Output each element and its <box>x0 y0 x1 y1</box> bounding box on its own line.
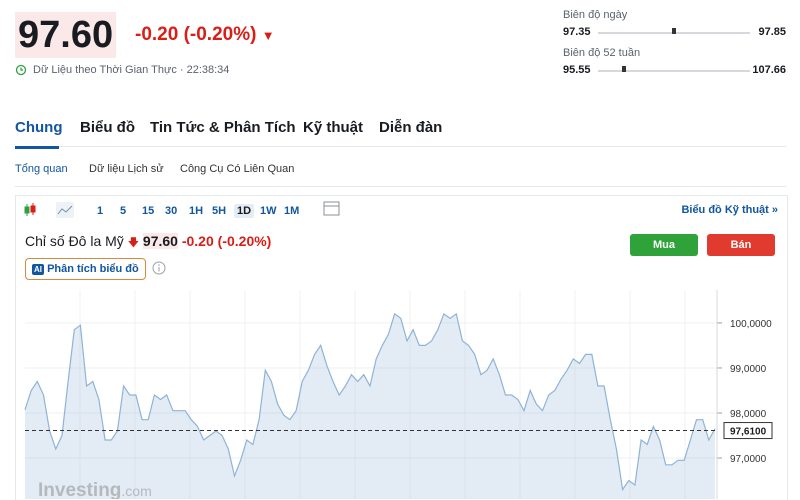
legend-change: -0.20 <box>181 233 214 249</box>
range-marker <box>621 66 626 72</box>
interval-button[interactable]: 5 <box>120 205 127 217</box>
y-tick-label: 100,0000 <box>730 319 772 330</box>
price-line <box>24 312 716 492</box>
tab[interactable]: Chung <box>15 119 63 136</box>
legend-price: 97.60 <box>142 233 178 249</box>
range-low: 95.55 <box>563 64 591 76</box>
watermark-suffix: .com <box>121 483 151 499</box>
clock-icon <box>15 64 27 76</box>
legend-change-pct: (-0.20%) <box>217 233 272 249</box>
interval-button[interactable]: 1D <box>234 204 255 218</box>
y-tick-label: 99,0000 <box>730 364 767 375</box>
change-text: -0.20 (-0.20%) <box>135 24 257 45</box>
realtime-status: Dữ Liệu theo Thời Gian Thực · 22:38:34 <box>33 64 230 76</box>
ai-button-text: Phân tích biểu đồ <box>47 263 139 275</box>
tab[interactable]: Biểu đồ <box>80 119 135 136</box>
tab[interactable]: Diễn đàn <box>379 119 443 136</box>
interval-button[interactable]: 15 <box>142 205 155 217</box>
interval-button[interactable]: 1H <box>189 205 204 217</box>
ai-badge: AI <box>32 264 44 275</box>
down-arrow: ▼ <box>261 28 275 43</box>
last-price-box <box>723 422 773 440</box>
range-track <box>598 70 750 72</box>
interval-button[interactable]: 5H <box>212 205 227 217</box>
chart-type-icons[interactable] <box>24 201 84 219</box>
range-label: Biên độ ngày <box>563 9 628 21</box>
chart-frame <box>15 195 788 500</box>
tab[interactable]: Kỹ thuật <box>303 119 363 136</box>
range-label: Biên độ 52 tuần <box>563 47 641 59</box>
active-tab-underline <box>15 146 59 149</box>
y-tick-label: 98,0000 <box>730 409 767 420</box>
range-marker <box>672 28 676 34</box>
tab[interactable]: Tin Tức & Phân Tích <box>150 119 296 136</box>
interval-button[interactable]: 1W <box>260 205 277 217</box>
divider <box>15 146 786 147</box>
subtab[interactable]: Tổng quan <box>15 163 68 175</box>
sell-button[interactable]: Bán <box>707 234 775 256</box>
watermark-brand: Investing <box>38 480 121 499</box>
watermark: Investing.com <box>38 480 152 499</box>
range-high: 107.66 <box>752 64 786 76</box>
y-tick-label: 97,0000 <box>730 454 767 465</box>
instrument-name: Chỉ số Đô la Mỹ <box>25 233 124 249</box>
price: 97.60 <box>15 12 117 58</box>
ai-analysis-button[interactable]: AI Phân tích biểu đồ <box>25 258 146 280</box>
info-icon[interactable] <box>152 261 166 275</box>
chart-legend: Chỉ số Đô la Mỹ 🡇 97.60 -0.20 (-0.20%) <box>25 233 271 253</box>
interval-button[interactable]: 1 <box>97 205 104 217</box>
settings-icon[interactable] <box>323 201 341 217</box>
interval-button[interactable]: 30 <box>165 205 178 217</box>
price-change: -0.20 (-0.20%) ▼ <box>135 24 275 46</box>
subtab[interactable]: Công Cụ Có Liên Quan <box>180 163 295 175</box>
area-fill <box>25 313 715 499</box>
technical-chart-link[interactable]: Biểu đồ Kỹ thuật » <box>681 204 778 216</box>
range-high: 97.85 <box>758 26 786 38</box>
range-low: 97.35 <box>563 26 591 38</box>
buy-button[interactable]: Mua <box>630 234 698 256</box>
subtab[interactable]: Dữ liệu Lịch sử <box>89 163 164 175</box>
price-chart: 97,0000 98,0000 99,0000 100,0000 97,6100 Inve… <box>24 290 773 499</box>
divider <box>15 186 786 187</box>
down-arrow: 🡇 <box>127 237 140 249</box>
last-price-label: 97,6100 <box>730 427 767 438</box>
interval-button[interactable]: 1M <box>284 205 300 217</box>
